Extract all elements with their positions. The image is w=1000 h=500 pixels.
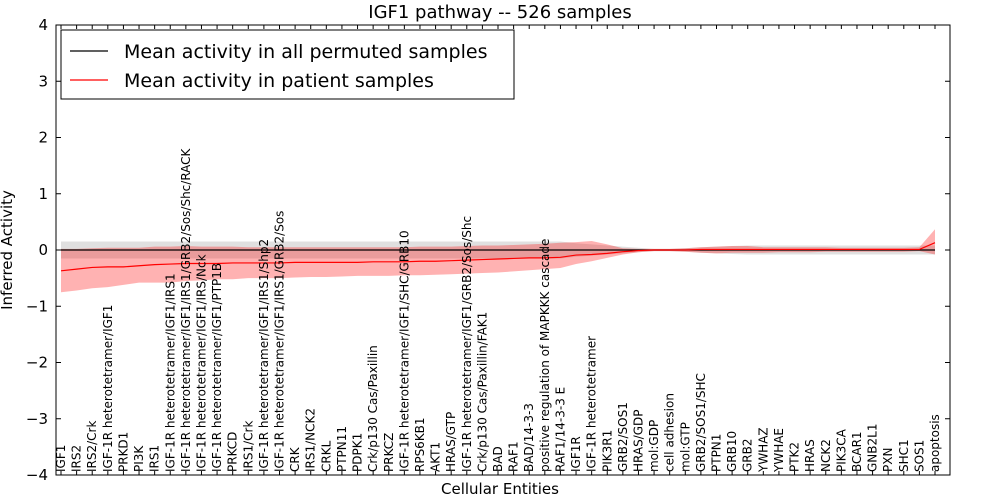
x-category-label: PI3K — [132, 445, 146, 472]
confidence-band-series-1 — [61, 229, 935, 293]
x-category-label: YWHAZ — [756, 427, 770, 473]
x-category-label: PRKD1 — [116, 432, 130, 472]
y-tick-label: −1 — [26, 297, 48, 315]
y-tick-label: 4 — [38, 16, 48, 34]
x-category-label: IGF-1R heterotetramer/IGF1/IRS1/GRB2/Sos — [273, 211, 287, 472]
x-category-label: PRKCZ — [382, 433, 396, 472]
x-category-label: CRKL — [319, 440, 333, 472]
legend-label-patient: Mean activity in patient samples — [124, 70, 434, 92]
y-axis-label: Inferred Activity — [0, 190, 16, 310]
x-category-label: PIK3CA — [834, 428, 848, 472]
legend: Mean activity in all permuted samples Me… — [60, 29, 515, 100]
x-category-label: HRAS/GDP — [631, 409, 645, 472]
x-category-label: Crk/p130 Cas/Paxillin/FAK1 — [475, 312, 489, 472]
x-category-label: positive regulation of MAPKKK cascade — [538, 239, 552, 472]
x-category-label: mol:GTP — [678, 422, 692, 472]
legend-label-permuted: Mean activity in all permuted samples — [124, 41, 487, 63]
x-category-label: IRS1 — [148, 445, 162, 472]
x-category-label: PRKCD — [226, 432, 240, 472]
y-tick-label: −2 — [26, 354, 48, 372]
x-category-label: PIK3R1 — [600, 430, 614, 472]
x-category-label: NCK2 — [819, 439, 833, 472]
x-category-label: IGF-1R heterotetramer/IGF1/PTP1B — [210, 263, 224, 472]
x-category-label: YWHAE — [772, 428, 786, 473]
x-category-label: Crk/p130 Cas/Paxillin — [366, 345, 380, 472]
x-category-label: RAF1 — [507, 441, 521, 472]
series-line-1 — [60, 242, 936, 272]
x-category-label: IGF-1R heterotetramer/IGF1/SHC/GRB10 — [397, 230, 411, 472]
x-category-label: CRK — [288, 446, 302, 472]
x-category-label: RPS6KB1 — [413, 417, 427, 472]
x-category-label: AKT1 — [429, 442, 443, 472]
x-category-label: GRB10 — [725, 431, 739, 472]
y-tick-label: 0 — [38, 241, 48, 259]
x-category-label: IRS2 — [70, 445, 84, 472]
x-category-label: IGF-1R heterotetramer — [585, 336, 599, 472]
x-category-label: IGF-1R heterotetramer/IGF1/IRS1/Shp2 — [257, 239, 271, 472]
x-category-label: IGF-1R heterotetramer/IGF1/IRS1 — [163, 273, 177, 472]
y-axis-ticks: 4 3 2 1 0 −1 −2 −3 −4 — [26, 16, 950, 484]
y-tick-label: 3 — [38, 72, 48, 90]
x-axis-category-labels: IGF1 IRS2 IRS2/Crk IGF-1R heterotetramer/IG… — [54, 25, 942, 475]
x-axis-label: Cellular Entities — [441, 480, 559, 498]
series-lines — [60, 242, 936, 272]
x-category-label: IGF1R — [569, 436, 583, 472]
x-category-label: BCAR1 — [850, 431, 864, 472]
x-category-label: GRB2 — [741, 438, 755, 472]
y-tick-label: −3 — [26, 410, 48, 428]
x-category-label: PTPN1 — [710, 434, 724, 472]
plot-area-frame — [55, 24, 951, 476]
x-category-label: IRS2/Crk — [85, 421, 99, 472]
x-category-label: IGF1 — [54, 445, 68, 472]
x-category-label: RAF1/14-3-3 E — [553, 387, 567, 472]
x-category-label: SOS1 — [912, 440, 926, 472]
x-category-label: BAD/14-3-3 — [522, 403, 536, 472]
x-category-label: HRAS/GTP — [444, 412, 458, 472]
y-tick-label: 2 — [38, 129, 48, 147]
x-category-label: IGF-1R heterotetramer/IGF1/IRS/Nck — [194, 254, 208, 472]
y-tick-label: 1 — [38, 185, 48, 203]
x-category-label: SHC1 — [897, 439, 911, 472]
x-category-label: PTPN11 — [335, 426, 349, 472]
legend-box — [60, 29, 515, 100]
x-category-label: IRS1/Crk — [241, 421, 255, 472]
x-category-label: HRAS — [803, 439, 817, 472]
x-category-label: mol:GDP — [647, 420, 661, 472]
x-category-label: apoptosis — [928, 414, 942, 472]
x-category-label: PTK2 — [788, 442, 802, 472]
y-tick-label: −4 — [26, 466, 48, 484]
x-category-label: PDPK1 — [351, 433, 365, 472]
x-category-label: IGF-1R heterotetramer/IGF1/IRS1/GRB2/Sos… — [179, 147, 193, 472]
chart-title: IGF1 pathway -- 526 samples — [368, 2, 631, 23]
x-category-label: GRB2/SOS1 — [616, 402, 630, 472]
x-category-label: GRB2/SOS1/SHC — [694, 373, 708, 472]
x-category-label: IGF-1R heterotetramer/IGF1/GRB2/Sos/Shc — [460, 216, 474, 472]
x-category-label: BAD — [491, 446, 505, 472]
x-category-label: GNB2L1 — [866, 424, 880, 472]
x-category-label: cell adhesion — [663, 393, 677, 472]
x-category-label: PXN — [881, 448, 895, 472]
x-category-label: IGF-1R heterotetramer/IGF1 — [101, 305, 115, 472]
x-category-label: IRS1/NCK2 — [304, 408, 318, 472]
